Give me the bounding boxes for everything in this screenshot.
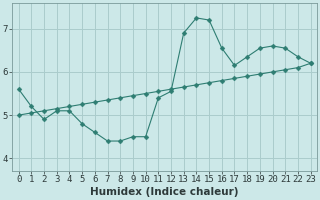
X-axis label: Humidex (Indice chaleur): Humidex (Indice chaleur) [91, 187, 239, 197]
